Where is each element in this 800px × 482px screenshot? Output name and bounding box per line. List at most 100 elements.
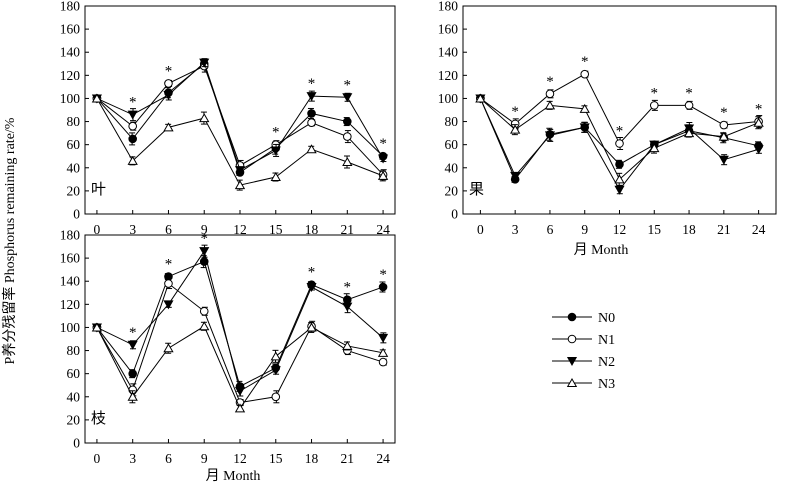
data-point-N3 [475,93,486,103]
data-point-N3 [270,172,281,182]
data-point-N1 [719,120,729,130]
legend-marker-N3 [566,377,578,387]
x-tick-label: 24 [752,222,766,237]
legend-item-N1: N1 [552,333,615,348]
significance-marker: * [200,231,208,247]
y-tick-label: 40 [445,160,459,175]
x-tick-label: 9 [201,451,208,466]
legend-item-N0: N0 [552,311,615,326]
x-tick-label: 24 [376,451,390,466]
data-point-N0 [378,282,388,292]
data-point-N1 [378,357,388,367]
significance-marker: * [129,325,137,341]
data-point-N2 [234,166,246,176]
data-point-N2 [544,131,555,141]
data-point-N1 [164,79,173,88]
data-point-N1 [580,69,590,79]
panel-label: 枝 [91,410,106,427]
y-tick-label: 180 [438,0,459,14]
series-N2 [91,58,389,176]
y-tick-label: 120 [60,297,81,312]
y-tick-label: 120 [438,68,459,83]
y-tick-label: 60 [67,366,81,381]
series-N3 [91,321,389,413]
y-tick-label: 100 [60,320,81,335]
y-tick-label: 20 [445,183,459,198]
data-point-N2 [163,300,174,310]
x-axis-label-top-right: 月 Month [574,242,629,258]
y-tick-label: 120 [60,68,81,83]
x-tick-label: 0 [94,222,101,237]
data-point-N1 [307,118,316,128]
y-tick-label: 160 [438,22,459,37]
y-tick-label: 80 [445,114,459,129]
data-point-N3 [718,131,729,141]
data-point-N3 [342,156,353,166]
x-tick-label: 18 [682,222,696,237]
data-point-N2 [270,146,281,156]
data-point-N2 [614,185,625,195]
data-point-N2 [510,171,521,181]
y-tick-label: 160 [60,22,81,37]
legend-item-N2: N2 [552,355,615,370]
x-tick-label: 12 [233,222,247,237]
data-point-N1 [271,392,281,402]
significance-marker: * [165,257,173,273]
significance-marker: * [308,265,316,281]
data-point-N1 [545,89,555,99]
y-tick-label: 60 [67,137,81,152]
y-tick-label: 140 [60,274,81,289]
data-point-N3 [753,117,764,127]
x-tick-label: 9 [581,222,588,237]
x-tick-label: 3 [129,222,136,237]
data-point-N1 [164,279,173,288]
significance-marker: * [344,77,352,93]
data-point-N0 [615,160,624,169]
data-point-N1 [684,101,694,110]
chart-panel-2: 0 20 40 60 80 100 120 140 160 180 0 3 6 9 12 15 18 21 24 枝 *… [60,228,396,466]
data-point-N2 [199,58,210,68]
x-tick-label: 0 [94,451,101,466]
significance-marker: * [272,125,280,141]
legend: N0 N1 N2 N3 [552,311,615,392]
data-point-N2 [753,145,764,155]
legend-label: N3 [598,377,615,392]
data-point-N3 [614,174,625,184]
x-tick-label: 12 [613,222,627,237]
legend-item-N3: N3 [552,377,615,392]
data-point-N3 [510,124,521,134]
data-point-N3 [199,113,210,123]
data-point-N2 [127,110,138,120]
y-tick-label: 80 [67,114,81,129]
x-tick-label: 9 [201,222,208,237]
legend-marker-N2 [566,357,578,367]
data-point-N3 [544,100,556,110]
chart-panel-0: 0 20 40 60 80 100 120 140 160 180 0 3 6 9 12 15 18 21 24 叶 *… [60,0,396,237]
significance-marker: * [581,54,589,70]
data-point-N3 [163,343,174,353]
data-point-N2 [718,155,729,165]
data-point-N3 [199,321,210,331]
data-point-N2 [270,366,281,376]
data-point-N3 [579,103,590,113]
significance-marker: * [344,280,352,296]
y-tick-label: 180 [60,228,81,243]
data-point-N1 [649,101,659,110]
data-point-N3 [91,93,103,103]
y-tick-label: 180 [60,0,81,14]
data-point-N3 [377,170,389,180]
x-tick-label: 21 [717,222,731,237]
x-tick-label: 15 [648,222,662,237]
x-tick-label: 3 [129,451,136,466]
y-tick-label: 60 [445,137,459,152]
x-axis-label-bottom: 月 Month [206,468,261,482]
y-tick-label: 100 [60,91,81,106]
data-point-N1 [128,121,137,131]
x-tick-label: 6 [165,451,172,466]
data-point-N0 [128,134,137,144]
significance-marker: * [379,267,387,283]
significance-marker: * [129,95,137,111]
panel-label: 叶 [91,181,106,198]
significance-marker: * [165,63,173,79]
panel-label: 果 [469,182,484,198]
